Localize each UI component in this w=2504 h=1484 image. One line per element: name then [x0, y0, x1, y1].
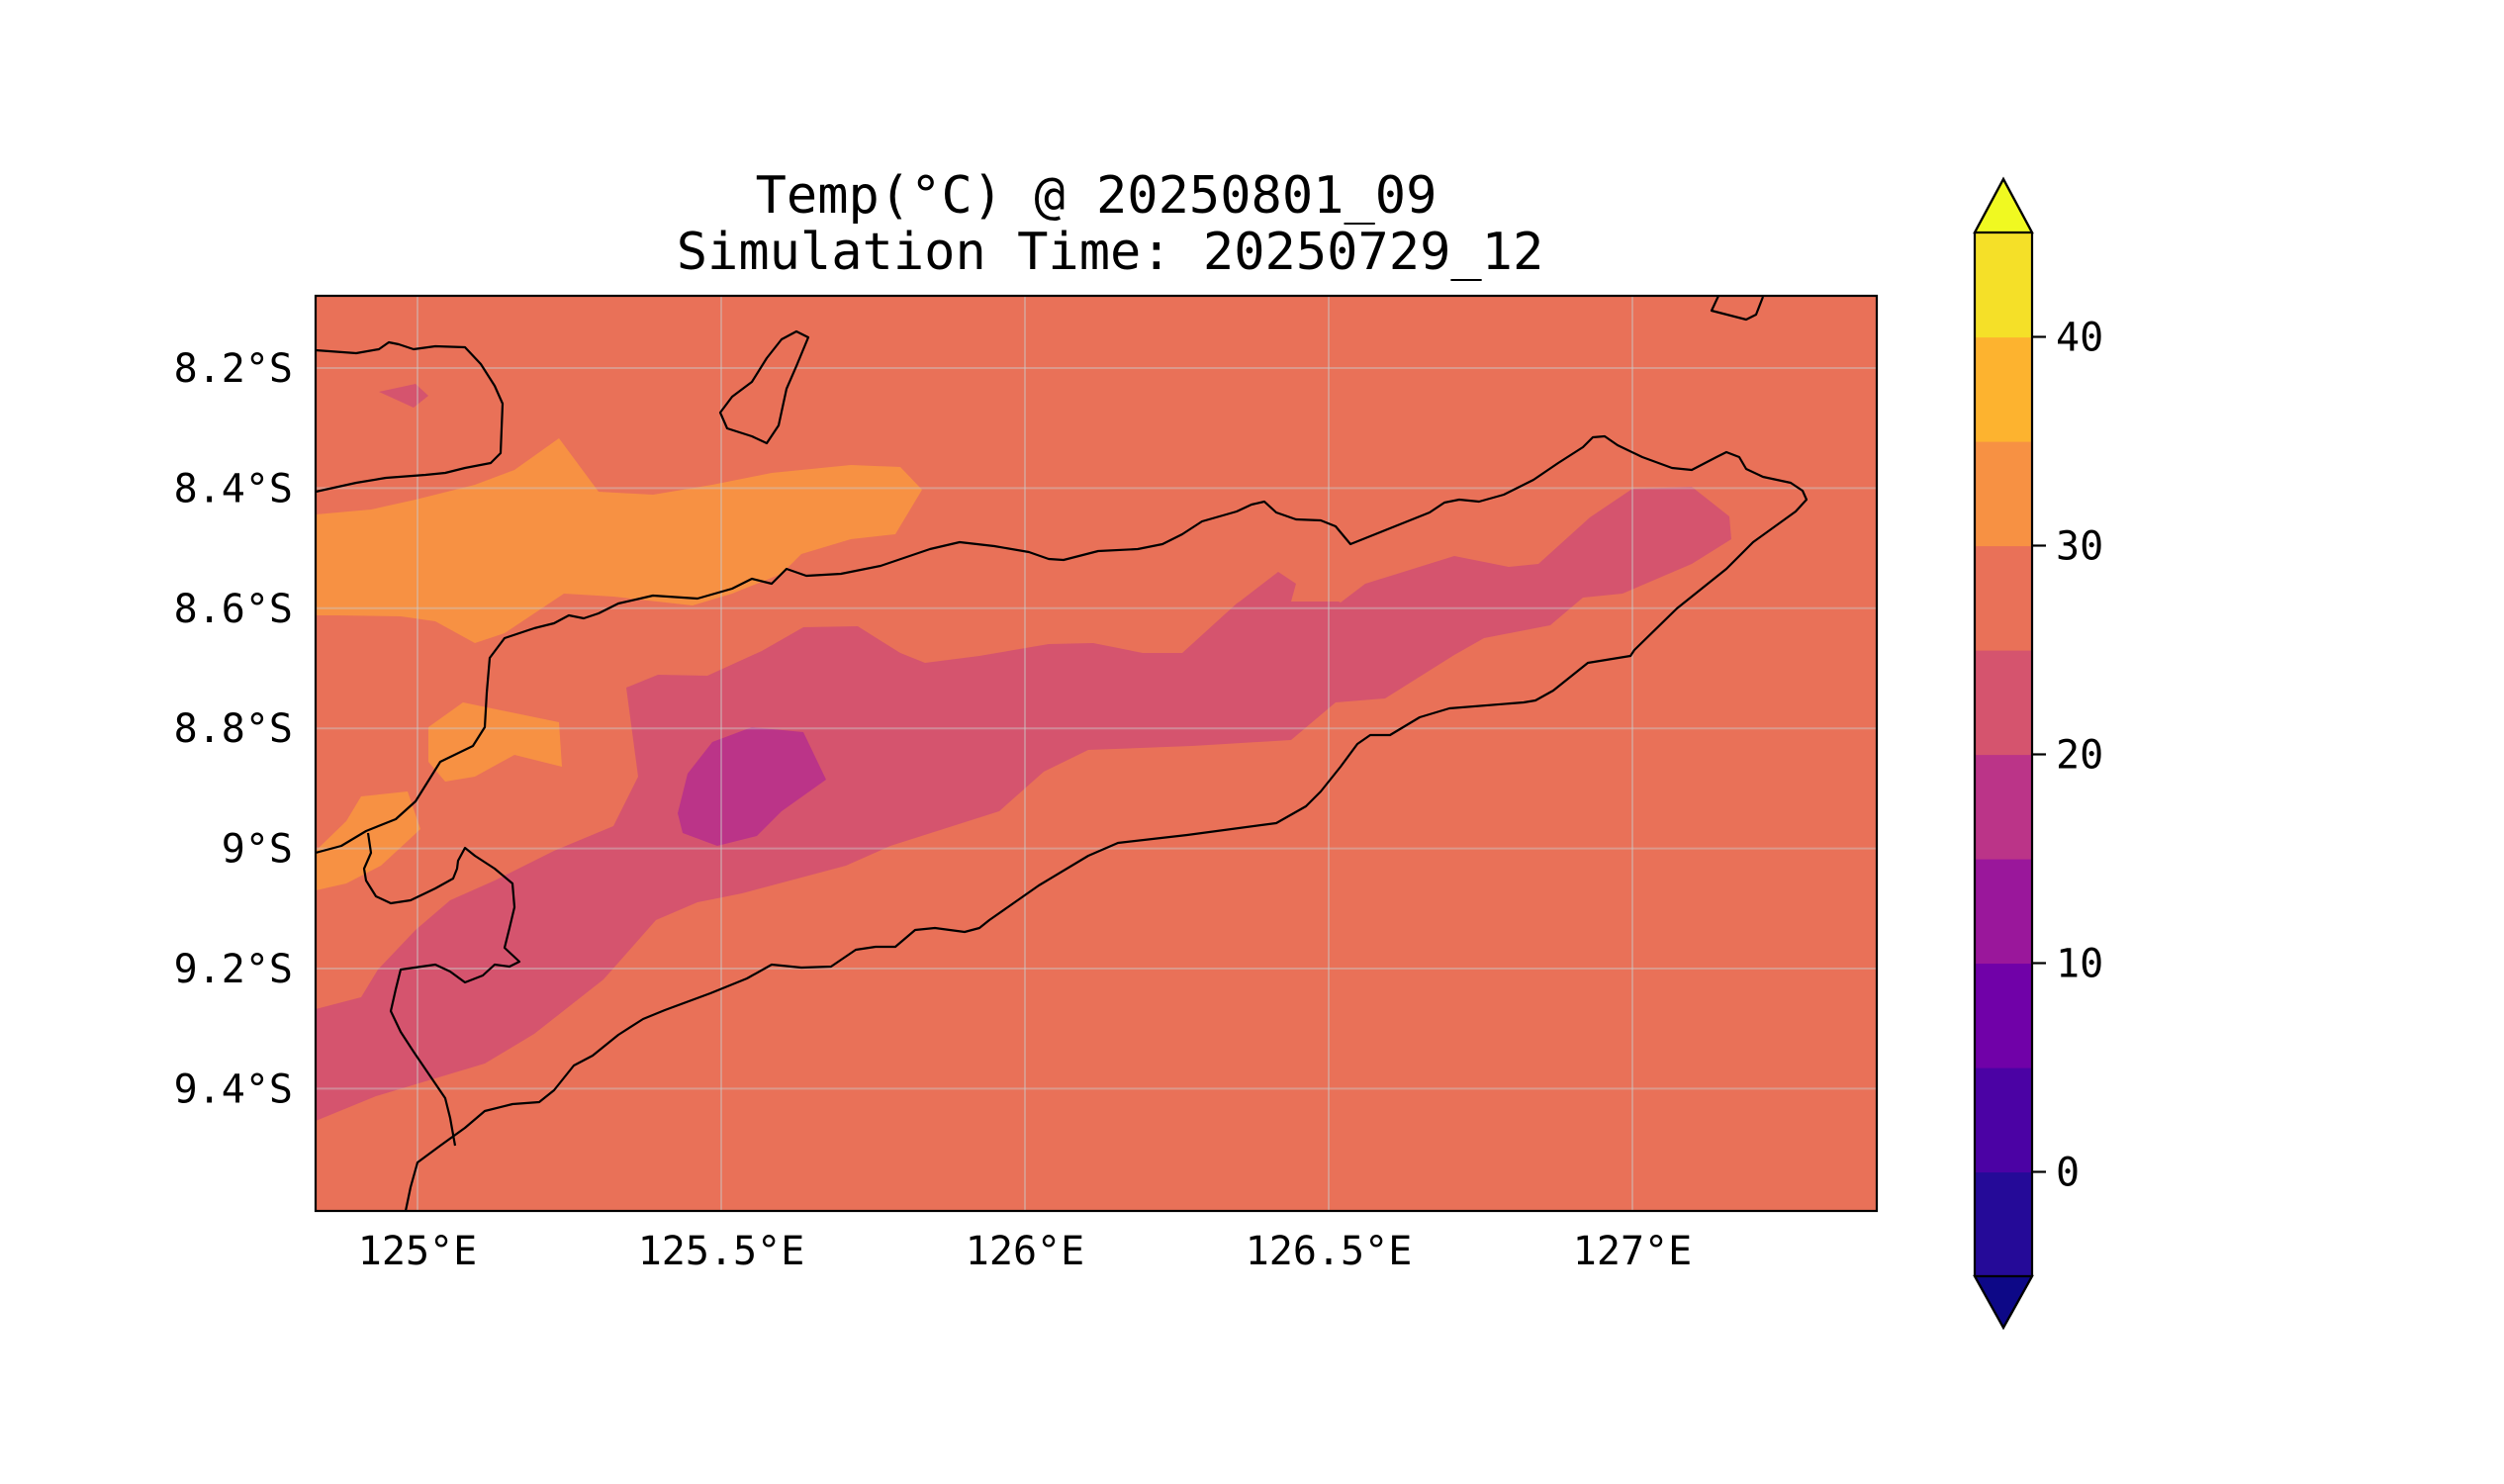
colorbar-bands	[1975, 232, 2032, 1277]
colorbar-tick-label: 0	[2056, 1151, 2080, 1196]
x-tick-label: 127°E	[1573, 1229, 1692, 1274]
colorbar-band	[1975, 232, 2032, 338]
y-tick-label: 8.2°S	[174, 346, 293, 392]
coastline-wetar-island	[1710, 296, 1765, 322]
colorbar-over-extension	[1973, 176, 2034, 234]
y-tick-label: 8.4°S	[174, 466, 293, 511]
temperature-field-30-35-mid	[428, 702, 562, 782]
colorbar-band	[1975, 963, 2032, 1068]
y-tick-label: 8.6°S	[174, 587, 293, 632]
y-tick-label: 9°S	[222, 827, 293, 873]
colorbar-ticks: 0 10 20 30 40	[2032, 316, 2103, 1196]
x-tick-label: 126.5°E	[1246, 1229, 1413, 1274]
coastline-timor	[316, 434, 1808, 1211]
colorbar-band	[1975, 650, 2032, 756]
colorbar-band	[1975, 859, 2032, 965]
y-tick-label: 8.8°S	[174, 706, 293, 752]
title-line-1: Temp(°C) @ 20250801_09	[756, 166, 1437, 226]
colorbar-band	[1975, 1171, 2032, 1277]
temperature-field-20-25-islet	[379, 384, 428, 408]
colorbar-band	[1975, 754, 2032, 860]
coastline-timor-west	[362, 832, 521, 1147]
colorbar-tick-label: 20	[2056, 733, 2103, 779]
y-axis-ticks: 8.2°S 8.4°S 8.6°S 8.8°S 9°S 9.2°S 9.4°S	[174, 346, 293, 1112]
colorbar-under-extension	[1973, 1274, 2034, 1331]
colorbar-outline	[1973, 176, 2034, 1331]
title-line-2: Simulation Time: 20250729_12	[677, 223, 1544, 282]
temperature-field-20-25-band	[316, 487, 1731, 1121]
temperature-field-15-20	[678, 727, 826, 846]
colorbar-tick-label: 40	[2056, 316, 2103, 361]
x-axis-ticks: 125°E 125.5°E 126°E 126.5°E 127°E	[358, 1229, 1692, 1274]
y-tick-label: 9.4°S	[174, 1067, 293, 1112]
temperature-field-25-30	[316, 296, 1877, 1211]
map-frame	[314, 294, 1879, 1213]
x-tick-label: 125°E	[358, 1229, 477, 1274]
gridlines	[316, 296, 1877, 1211]
y-tick-label: 9.2°S	[174, 947, 293, 992]
colorbar-band	[1975, 441, 2032, 547]
x-tick-label: 126°E	[966, 1229, 1084, 1274]
colorbar-band	[1975, 336, 2032, 442]
x-tick-label: 125.5°E	[638, 1229, 805, 1274]
map-panel: 125°E 125.5°E 126°E 126.5°E 127°E 8.2°S 8.4°S…	[174, 294, 1879, 1274]
coastline-alor-island	[316, 340, 505, 494]
colorbar-tick-label: 30	[2056, 524, 2103, 570]
temperature-field-30-35-west	[316, 791, 420, 890]
colorbar-band	[1975, 545, 2032, 651]
coastline-atauro-island	[718, 329, 810, 445]
temperature-field-30-35-north	[316, 438, 922, 643]
colorbar-band	[1975, 1067, 2032, 1173]
colorbar-tick-label: 10	[2056, 942, 2103, 987]
colorbar: 0 10 20 30 40	[1973, 176, 2103, 1331]
